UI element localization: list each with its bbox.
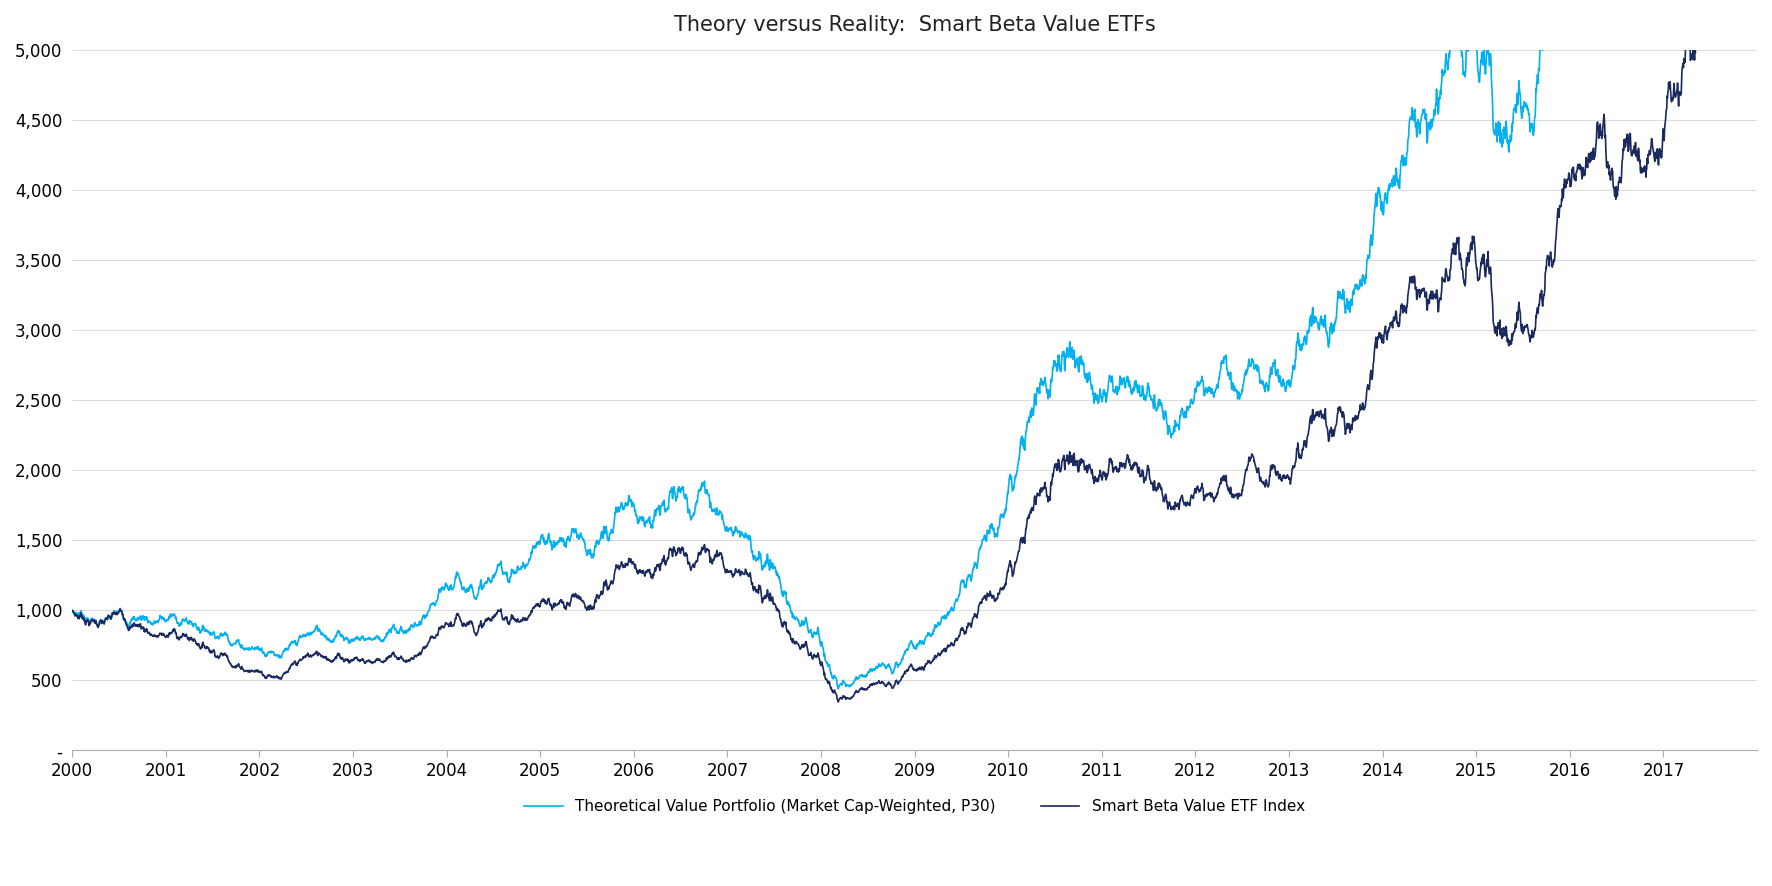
Theoretical Value Portfolio (Market Cap-Weighted, P30) [957,573,978,584]
Smart Beta Value ETF Index [1242,451,1263,462]
Smart Beta Value ETF Index [271,673,292,684]
Smart Beta Value ETF Index [957,621,978,632]
Theoretical Value Portfolio (Market Cap-Weighted, P30) [1242,357,1263,368]
Theoretical Value Portfolio (Market Cap-Weighted, P30) [271,652,292,663]
Smart Beta Value ETF Index [69,610,90,621]
Theoretical Value Portfolio (Market Cap-Weighted, P30) [828,683,849,694]
Line: Theoretical Value Portfolio (Market Cap-Weighted, P30): Theoretical Value Portfolio (Market Cap-… [73,0,1758,688]
Smart Beta Value ETF Index [112,609,133,619]
Theoretical Value Portfolio (Market Cap-Weighted, P30) [112,609,133,619]
Theoretical Value Portfolio (Market Cap-Weighted, P30) [69,608,90,618]
Smart Beta Value ETF Index [62,605,83,616]
Smart Beta Value ETF Index [900,659,921,670]
Smart Beta Value ETF Index [828,696,849,707]
Title: Theory versus Reality:  Smart Beta Value ETFs: Theory versus Reality: Smart Beta Value … [673,15,1155,35]
Line: Smart Beta Value ETF Index: Smart Beta Value ETF Index [73,0,1758,702]
Theoretical Value Portfolio (Market Cap-Weighted, P30) [900,635,921,646]
Theoretical Value Portfolio (Market Cap-Weighted, P30) [62,605,83,616]
Legend: Theoretical Value Portfolio (Market Cap-Weighted, P30), Smart Beta Value ETF Ind: Theoretical Value Portfolio (Market Cap-… [519,793,1311,820]
